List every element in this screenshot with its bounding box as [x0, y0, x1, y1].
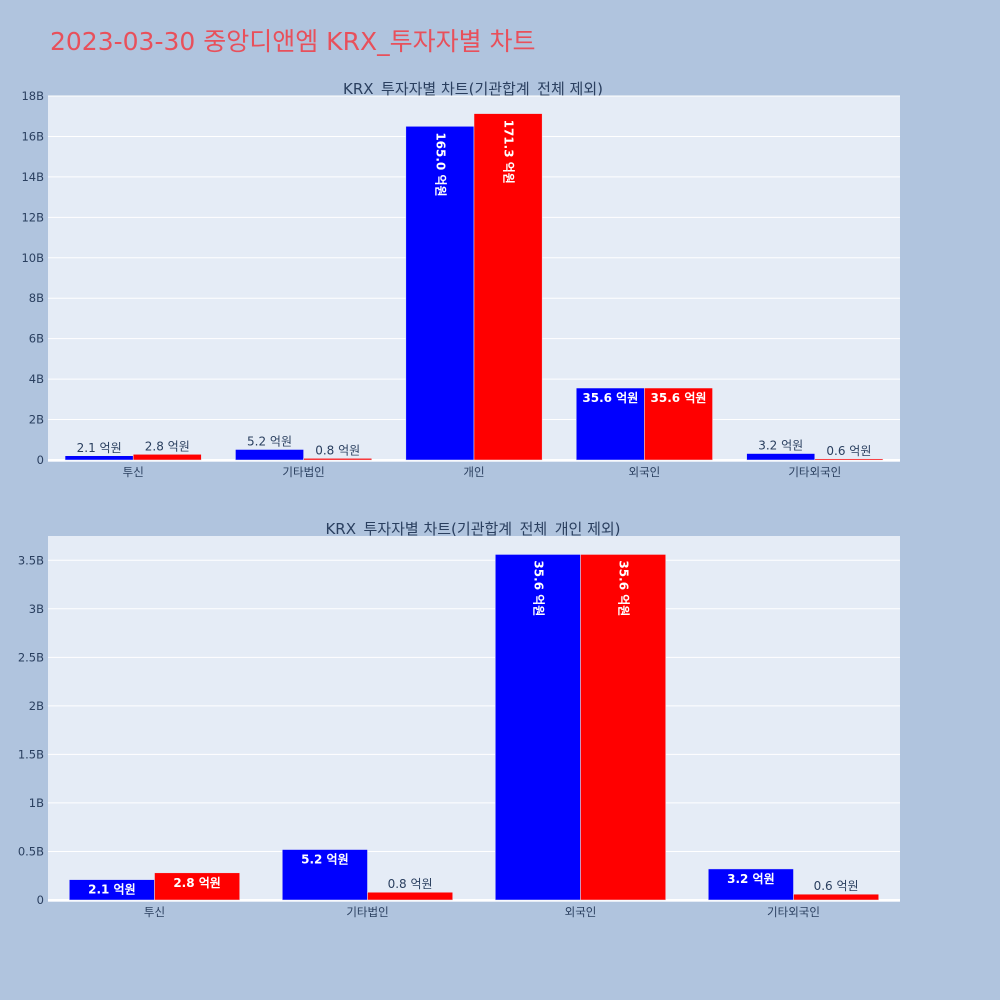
data-label: 0.6 억원 [814, 879, 859, 893]
x-tick-label: 투신 [144, 905, 165, 919]
chart-title: KRX_투자자별 차트(기관합계_전체 제외) [343, 80, 603, 99]
data-label: 35.6 억원 [582, 391, 638, 405]
data-label: 35.6 억원 [617, 560, 631, 616]
y-tick-label: 2B [29, 699, 44, 713]
x-tick-label: 외국인 [629, 465, 661, 479]
x-tick-label: 기타외국인 [788, 465, 841, 479]
y-tick-label: 0.5B [18, 844, 44, 858]
x-tick-label: 기타법인 [282, 465, 324, 479]
y-tick-label: 10B [21, 251, 44, 265]
bar [64, 455, 134, 461]
bar [575, 387, 645, 461]
plot-area [48, 536, 900, 902]
y-tick-label: 8B [29, 291, 44, 305]
bar [154, 872, 240, 901]
bar [495, 554, 581, 901]
data-label: 2.8 억원 [145, 439, 190, 453]
x-tick-label: 외국인 [565, 905, 597, 919]
data-label: 35.6 억원 [531, 560, 545, 616]
data-label: 5.2 억원 [247, 434, 292, 448]
bar [235, 449, 304, 461]
y-tick-label: 3B [29, 602, 44, 616]
x-tick-label: 투신 [123, 465, 144, 479]
data-label: 0.8 억원 [315, 443, 360, 457]
data-label: 0.6 억원 [826, 444, 871, 458]
data-label: 2.8 억원 [173, 876, 221, 890]
data-label: 2.1 억원 [77, 441, 122, 455]
y-tick-label: 4B [29, 372, 44, 386]
chart-excluding-individual: KRX_투자자별 차트(기관합계_전체_개인 제외) 2.1 억원 2.8 억원 5… [18, 520, 900, 919]
data-label: 2.1 억원 [88, 883, 136, 897]
data-label: 35.6 억원 [651, 391, 707, 405]
x-tick-label: 개인 [463, 465, 484, 479]
y-tick-label: 14B [21, 170, 44, 184]
data-label: 165.0 억원 [433, 132, 447, 196]
data-label: 5.2 억원 [301, 853, 349, 867]
bar [282, 849, 368, 901]
bar [367, 891, 453, 901]
y-tick-label: 1.5B [18, 747, 44, 761]
data-label: 171.3 억원 [502, 120, 516, 184]
y-tick-label: 12B [21, 210, 44, 224]
y-tick-label: 16B [21, 129, 44, 143]
y-tick-label: 2.5B [18, 650, 44, 664]
bar [473, 113, 543, 461]
data-label: 0.8 억원 [388, 877, 433, 891]
chart-title: KRX_투자자별 차트(기관합계_전체_개인 제외) [325, 520, 620, 539]
bar [746, 453, 816, 461]
y-tick-label: 0 [37, 453, 44, 467]
x-tick-label: 기타외국인 [767, 905, 820, 919]
bar [580, 554, 666, 901]
y-tick-label: 2B [29, 413, 44, 427]
bar [405, 126, 475, 461]
data-label: 3.2 억원 [727, 872, 775, 886]
y-tick-label: 3.5B [18, 553, 44, 567]
bar [814, 458, 884, 461]
y-tick-label: 6B [29, 332, 44, 346]
data-label: 3.2 억원 [758, 439, 803, 453]
bar [303, 458, 373, 461]
bar [793, 893, 879, 901]
bar [132, 454, 202, 461]
page-title: 2023-03-30 중앙디앤엠 KRX_투자자별 차트 [50, 27, 536, 56]
y-tick-label: 0 [37, 893, 44, 907]
bar [644, 387, 713, 461]
x-tick-label: 기타법인 [346, 905, 388, 919]
chart-total: KRX_투자자별 차트(기관합계_전체 제외) 2.1 억원 2.8 억원 5.2 … [21, 80, 900, 479]
y-tick-label: 1B [29, 796, 44, 810]
y-tick-label: 18B [21, 89, 44, 103]
bar [708, 868, 794, 901]
